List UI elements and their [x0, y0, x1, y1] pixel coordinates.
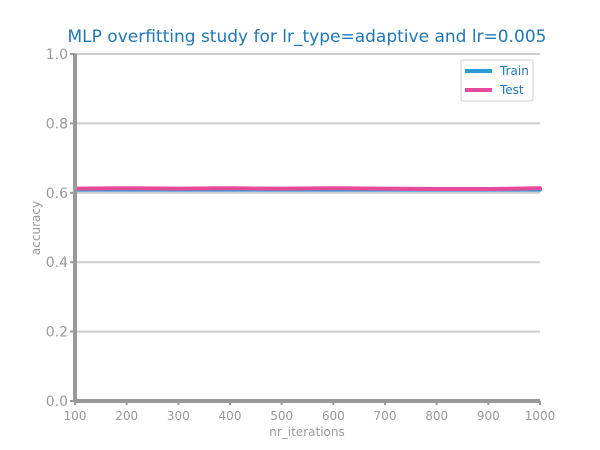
x-tick-label: 800 — [425, 409, 448, 423]
x-tick-label: 600 — [322, 409, 345, 423]
legend: Train Test — [460, 59, 534, 102]
x-axis-label: nr_iterations — [269, 425, 345, 439]
y-tick-label: 0.6 — [46, 186, 68, 202]
x-tick-label: 700 — [374, 409, 397, 423]
legend-label-test: Test — [499, 83, 524, 97]
series-lines — [73, 186, 542, 192]
x-tick-label: 100 — [64, 409, 87, 423]
y-tick-label: 0.2 — [46, 325, 68, 341]
series-line-test — [73, 186, 542, 191]
y-tick-label: 0.0 — [46, 394, 68, 410]
x-axis-ticks: 100 200 300 400 500 600 700 800 900 1000 — [64, 401, 556, 423]
x-tick-label: 400 — [219, 409, 242, 423]
legend-label-train: Train — [499, 64, 529, 78]
y-axis-label: accuracy — [29, 201, 43, 255]
x-tick-label: 500 — [270, 409, 293, 423]
grid-lines — [75, 53, 540, 402]
x-tick-label: 200 — [115, 409, 138, 423]
x-tick-label: 300 — [167, 409, 190, 423]
x-tick-label: 1000 — [525, 409, 556, 423]
y-tick-label: 0.4 — [46, 255, 68, 271]
legend-items: Train Test — [465, 64, 529, 97]
chart-title: MLP overfitting study for lr_type=adapti… — [68, 27, 547, 47]
y-tick-label: 1.0 — [46, 47, 68, 63]
y-tick-label: 0.8 — [46, 116, 68, 132]
y-axis-ticks: 0.0 0.2 0.4 0.6 0.8 1.0 — [46, 47, 75, 410]
x-tick-label: 900 — [477, 409, 500, 423]
